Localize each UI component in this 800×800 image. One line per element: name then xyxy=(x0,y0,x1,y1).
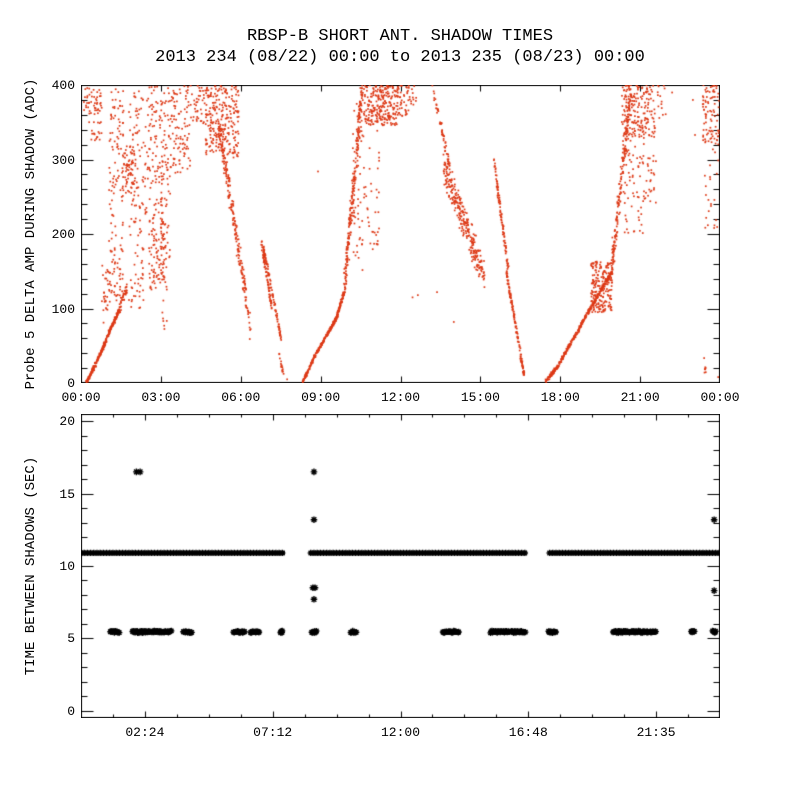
chart-title: RBSP-B SHORT ANT. SHADOW TIMES xyxy=(246,27,554,46)
y-tick-label: 15 xyxy=(59,486,75,502)
x-tick-label: 02:24 xyxy=(125,725,165,740)
y-tick-label: 5 xyxy=(67,631,75,647)
y-tick-label: 0 xyxy=(67,703,75,719)
x-tick-label: 15:00 xyxy=(460,390,500,405)
top-panel-canvas xyxy=(81,85,720,383)
y-tick-label: 10 xyxy=(59,559,75,574)
y-tick-label: 0 xyxy=(67,376,75,391)
x-tick-label: 12:00 xyxy=(380,390,420,405)
x-tick-label: 00:00 xyxy=(700,390,740,405)
x-tick-label: 03:00 xyxy=(141,390,181,405)
y-tick-label: 20 xyxy=(59,414,75,430)
x-tick-label: 12:00 xyxy=(380,725,420,740)
y-tick-label: 300 xyxy=(51,152,75,168)
x-tick-label: 06:00 xyxy=(221,390,261,405)
bottom-panel-plot-area xyxy=(81,414,720,718)
x-tick-label: 07:12 xyxy=(253,725,293,740)
y-tick-label: 400 xyxy=(51,78,75,93)
bottom-panel-canvas xyxy=(81,414,720,718)
x-tick-label: 21:35 xyxy=(636,725,676,740)
chart-subtitle: 2013 234 (08/22) 00:00 to 2013 235 (08/2… xyxy=(155,48,645,67)
y-tick-label: 100 xyxy=(51,301,75,317)
x-tick-label: 00:00 xyxy=(61,390,101,405)
x-tick-label: 21:00 xyxy=(620,390,660,405)
x-tick-label: 18:00 xyxy=(540,390,580,405)
top-panel-plot-area xyxy=(81,85,720,383)
x-tick-label: 16:48 xyxy=(508,725,548,740)
y-tick-label: 200 xyxy=(51,227,75,242)
x-tick-label: 09:00 xyxy=(301,390,341,405)
